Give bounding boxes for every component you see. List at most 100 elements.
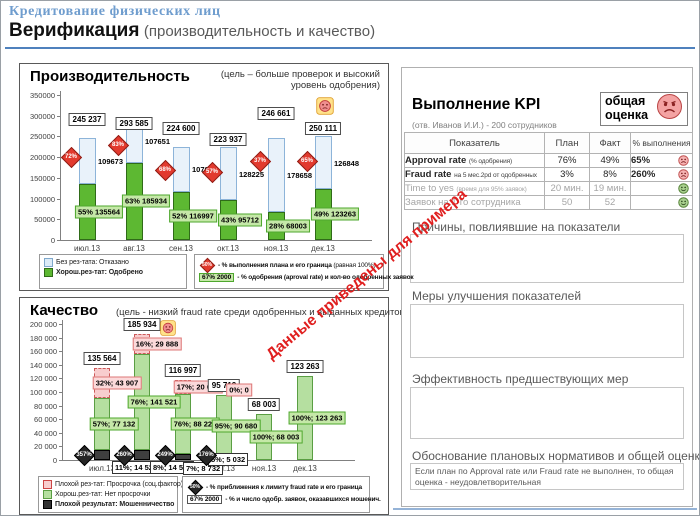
- plan-completion-marker: 83%: [107, 134, 130, 157]
- green-swatch-icon: [44, 268, 53, 277]
- total-applications-label: 293 585: [115, 117, 153, 130]
- legend-diamond-label: - % приближения к лимиту fraud rate и ег…: [206, 483, 362, 491]
- kpi-panel: Выполнение KPI (отв. Иванов И.И.) - 200 …: [401, 67, 699, 507]
- y-tick-mark: [57, 177, 60, 179]
- kpi-row: Time to yes (время для 95% заявок) 20 мин…: [404, 181, 693, 196]
- section-heading-justification: Обоснование плановых нормативов и общей …: [412, 449, 700, 463]
- fraud-bar-segment: [175, 454, 191, 460]
- legend-item-label: Хорош.рез-тат: Одобрено: [56, 269, 143, 276]
- diamond-value-label: 176%: [198, 452, 214, 458]
- legend-rate-label: - % и число одобр. заявок, оказавшихся м…: [225, 496, 381, 503]
- kpi-value-cell: 52: [589, 195, 631, 210]
- y-tick-mark: [59, 392, 62, 393]
- y-tick-label: 0: [52, 456, 57, 465]
- x-category-label: ноя.13: [251, 464, 277, 473]
- y-tick-label: 140 000: [29, 360, 57, 370]
- red-diamond-icon: 50%: [199, 257, 216, 274]
- y-axis-line: [60, 91, 61, 240]
- black-diamond-icon: 50%: [187, 479, 204, 496]
- y-tick-mark: [59, 419, 62, 421]
- y-tick-mark: [59, 337, 62, 339]
- kpi-completion-cell: 260%: [630, 167, 693, 182]
- y-tick-label: 300000: [29, 111, 55, 121]
- y-tick-mark: [57, 136, 60, 138]
- plan-completion-marker: 68%: [154, 159, 177, 182]
- approval-rate-label: 52% 116997: [169, 209, 217, 223]
- approval-rate-label: 49% 123263: [310, 207, 360, 221]
- y-tick-label: 150000: [29, 173, 55, 183]
- quality-plot-area: 0 20 000 40 000 60 000 80 000 100 000 120 000 1…: [20, 298, 388, 514]
- rejected-count-label: 128225: [239, 169, 265, 179]
- diamond-value-label: 57%: [205, 169, 218, 175]
- kpi-name-cell: Fraud rate на 5 мес.2pd от одобренных: [404, 167, 545, 182]
- x-category-label: дек.13: [293, 464, 317, 473]
- quality-chart-title: Качество: [30, 302, 99, 319]
- kpi-name: Fraud rate: [405, 169, 452, 180]
- kpi-name-note: на 5 мес.2pd от одобренных: [454, 172, 537, 179]
- plan-completion-marker: 65%: [296, 150, 319, 173]
- x-category-label: дек.13: [311, 244, 335, 253]
- kpi-row: Заявок на 1-го сотрудника 50 52: [404, 195, 693, 210]
- chart-legend-markers: 50% - % приближения к лимиту fraud rate и…: [182, 476, 381, 513]
- x-category-label: ноя.13: [263, 244, 289, 253]
- x-category-label: сен.13: [169, 244, 193, 253]
- legend-item: Хорош.рез-тат: Одобрено: [44, 268, 182, 277]
- good-share-label: 76%; 141 521: [127, 395, 181, 409]
- approval-rate-label: 43% 95712: [218, 213, 262, 227]
- kpi-value-cell: 49%: [589, 153, 631, 168]
- kpi-name: Approval rate: [405, 155, 467, 166]
- y-tick-label: 180 000: [29, 333, 57, 343]
- kpi-value-cell: 8%: [589, 167, 631, 182]
- y-tick-label: 80 000: [34, 401, 57, 411]
- diamond-value-label: 65%: [300, 158, 313, 164]
- page-title: Верификация (производительность и качест…: [9, 20, 375, 42]
- section-heading-measures: Меры улучшения показателей: [412, 289, 582, 303]
- diamond-value-label: 37%: [253, 158, 266, 164]
- diamond-value-label: 260%: [116, 452, 132, 458]
- overall-rating-label: общая оценка: [605, 94, 649, 122]
- section-box-justification: Если план по Approval rate или Fraud rat…: [410, 463, 684, 490]
- diamond-sample-label: 50%: [189, 484, 200, 490]
- x-category-label: июл.13: [88, 464, 116, 473]
- kpi-column-header: План: [544, 132, 590, 154]
- kpi-completion-cell: 65%: [630, 153, 693, 168]
- rejected-bar-segment: [314, 136, 332, 189]
- kpi-completion-value: 65%: [631, 155, 651, 166]
- diamond-sample-label: 50%: [201, 262, 212, 268]
- y-tick-mark: [59, 324, 62, 325]
- report-suptitle: Кредитование физических лиц: [9, 4, 221, 19]
- plan-completion-marker: 57%: [201, 161, 224, 184]
- kpi-name: Time to yes: [405, 183, 454, 194]
- kpi-name-cell: Approval rate (% одобрения): [404, 153, 545, 168]
- kpi-column-header: Факт: [589, 132, 631, 154]
- kpi-value-cell: 3%: [544, 167, 590, 182]
- legend-rate-label: - % одобрения (aproval rate) и кол-во од…: [237, 274, 414, 281]
- warning-smiley-icon: [160, 320, 176, 336]
- y-tick-label: 250000: [29, 132, 55, 142]
- kpi-name-cell: Заявок на 1-го сотрудника: [404, 195, 545, 210]
- kpi-table: Показатель План Факт% выполнения Approval r…: [404, 132, 693, 210]
- overdue-share-label: 0%; 0: [226, 383, 252, 397]
- page-title-main: Верификация: [9, 20, 140, 41]
- rejected-count-label: 107651: [145, 136, 171, 146]
- approval-rate-label: 63% 185934: [121, 194, 171, 208]
- overdue-share-label: 16%; 29 888: [132, 337, 182, 351]
- y-tick-mark: [59, 364, 62, 366]
- y-tick-mark: [57, 95, 60, 96]
- good-share-label: 57%; 77 132: [89, 417, 139, 431]
- kpi-column-header: Показатель: [404, 132, 545, 154]
- rejected-count-label: 178658: [287, 170, 313, 180]
- quality-chart: Качество (цель - низкий fraud rate среди…: [19, 297, 408, 515]
- y-tick-mark: [57, 198, 60, 200]
- legend-item-label: Без рез-тата: Отказано: [56, 259, 129, 266]
- total-applications-label: 224 600: [162, 122, 200, 135]
- fraud-limit-marker: 357%: [73, 444, 96, 467]
- fraud-bar-segment: [134, 450, 150, 460]
- y-tick-mark: [57, 240, 60, 241]
- rejected-count-label: 109673: [98, 157, 124, 167]
- legend-item: Плохой результат: Мошенничество: [43, 500, 174, 509]
- y-tick-label: 40 000: [34, 428, 57, 438]
- section-box-reasons: [410, 234, 684, 283]
- section-heading-reasons: Причины, повлиявшие на показатели: [412, 220, 621, 234]
- kpi-title: Выполнение KPI: [412, 96, 541, 113]
